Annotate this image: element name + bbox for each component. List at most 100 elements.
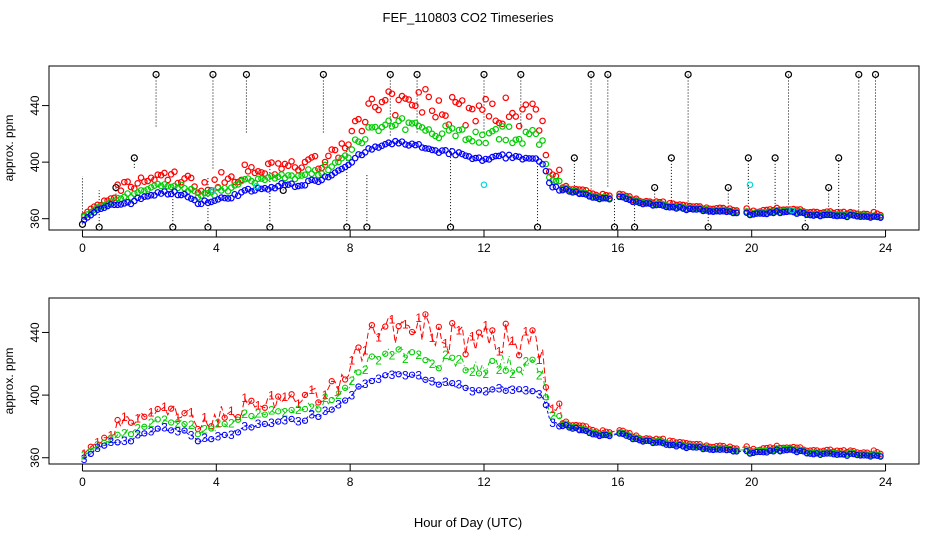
data-point <box>509 139 516 147</box>
data-point <box>566 188 573 195</box>
point-label: 1 <box>402 318 409 332</box>
data-point <box>602 431 610 439</box>
point-label: 3 <box>509 383 516 397</box>
point-label: 3 <box>375 372 382 386</box>
data-point <box>268 183 275 191</box>
data-point <box>475 139 483 146</box>
point-label: 2 <box>348 374 355 388</box>
data-point <box>616 193 623 201</box>
point-label: 1 <box>174 411 181 425</box>
data-point <box>669 441 677 449</box>
data-point <box>499 120 506 128</box>
data-point <box>305 166 312 173</box>
data-point <box>248 177 255 185</box>
x-axis-label: Hour of Day (UTC) <box>414 515 522 530</box>
data-point <box>422 127 429 134</box>
data-point <box>134 180 141 187</box>
point-label: 3 <box>522 384 529 398</box>
point-label: 3 <box>536 387 543 401</box>
data-point <box>97 202 105 210</box>
point-label: 3 <box>282 413 289 427</box>
data-point <box>850 212 858 219</box>
data-point <box>746 181 754 189</box>
data-point <box>525 130 533 138</box>
data-point <box>144 177 152 185</box>
point-label: 3 <box>188 429 195 443</box>
data-point <box>482 95 489 103</box>
data-point <box>870 208 878 216</box>
y-tick-label: 440 <box>28 95 42 115</box>
data-point <box>796 209 804 216</box>
data-point <box>382 372 389 379</box>
data-point <box>458 126 466 133</box>
data-point <box>452 98 459 106</box>
data-point <box>161 181 168 188</box>
point-label: 2 <box>522 355 529 369</box>
data-point <box>468 137 476 145</box>
data-point <box>422 376 429 383</box>
data-point <box>870 452 877 459</box>
data-point <box>351 136 359 143</box>
data-point <box>131 190 138 198</box>
data-point <box>264 160 272 168</box>
data-point <box>425 93 433 101</box>
point-label: 1 <box>268 389 275 403</box>
data-point <box>539 160 546 168</box>
data-point <box>636 437 643 444</box>
data-point <box>863 452 871 459</box>
data-point <box>556 400 563 407</box>
data-point <box>251 169 259 177</box>
data-point <box>124 199 131 206</box>
point-label: 2 <box>201 422 208 436</box>
data-point <box>408 371 416 378</box>
data-point <box>596 195 603 203</box>
data-point <box>499 123 506 130</box>
point-label: 1 <box>536 353 543 367</box>
data-point <box>642 200 650 207</box>
data-point <box>311 177 319 184</box>
x-axis: 0 4 8 12 16 20 24 <box>79 464 893 489</box>
point-label: 2 <box>536 369 543 383</box>
data-point <box>586 193 593 200</box>
data-point <box>218 168 225 176</box>
data-point <box>656 439 663 446</box>
point-label: 1 <box>241 391 248 405</box>
data-point <box>141 187 148 195</box>
data-point <box>746 450 754 457</box>
data-point <box>750 449 757 457</box>
data-point <box>827 450 834 457</box>
data-point <box>515 352 523 359</box>
data-point <box>475 370 483 377</box>
data-point <box>489 357 496 365</box>
data-point <box>532 106 540 113</box>
data-point <box>566 424 573 431</box>
data-point <box>495 152 503 160</box>
x-tick-label: 20 <box>745 475 759 489</box>
data-point <box>254 184 262 192</box>
data-point <box>830 212 837 219</box>
data-point <box>241 187 249 194</box>
data-point <box>228 173 235 180</box>
data-point <box>776 448 784 455</box>
data-point <box>264 174 272 181</box>
data-point <box>830 451 837 458</box>
outlier-point <box>413 70 421 79</box>
point-label: 1 <box>282 390 289 404</box>
data-point <box>515 366 523 373</box>
data-point <box>699 207 707 215</box>
outlier-point <box>480 70 488 79</box>
data-point <box>291 183 299 191</box>
data-point <box>653 439 660 446</box>
data-point <box>234 414 242 421</box>
data-point <box>576 427 583 434</box>
point-label: 2 <box>496 363 503 377</box>
data-point <box>425 145 433 153</box>
data-point <box>509 154 516 162</box>
data-point <box>763 210 771 218</box>
data-point <box>174 191 182 199</box>
point-label: 1 <box>442 337 449 351</box>
data-point <box>100 197 108 204</box>
data-point <box>275 393 282 400</box>
data-point <box>743 443 750 450</box>
point-label: 1 <box>188 406 195 420</box>
